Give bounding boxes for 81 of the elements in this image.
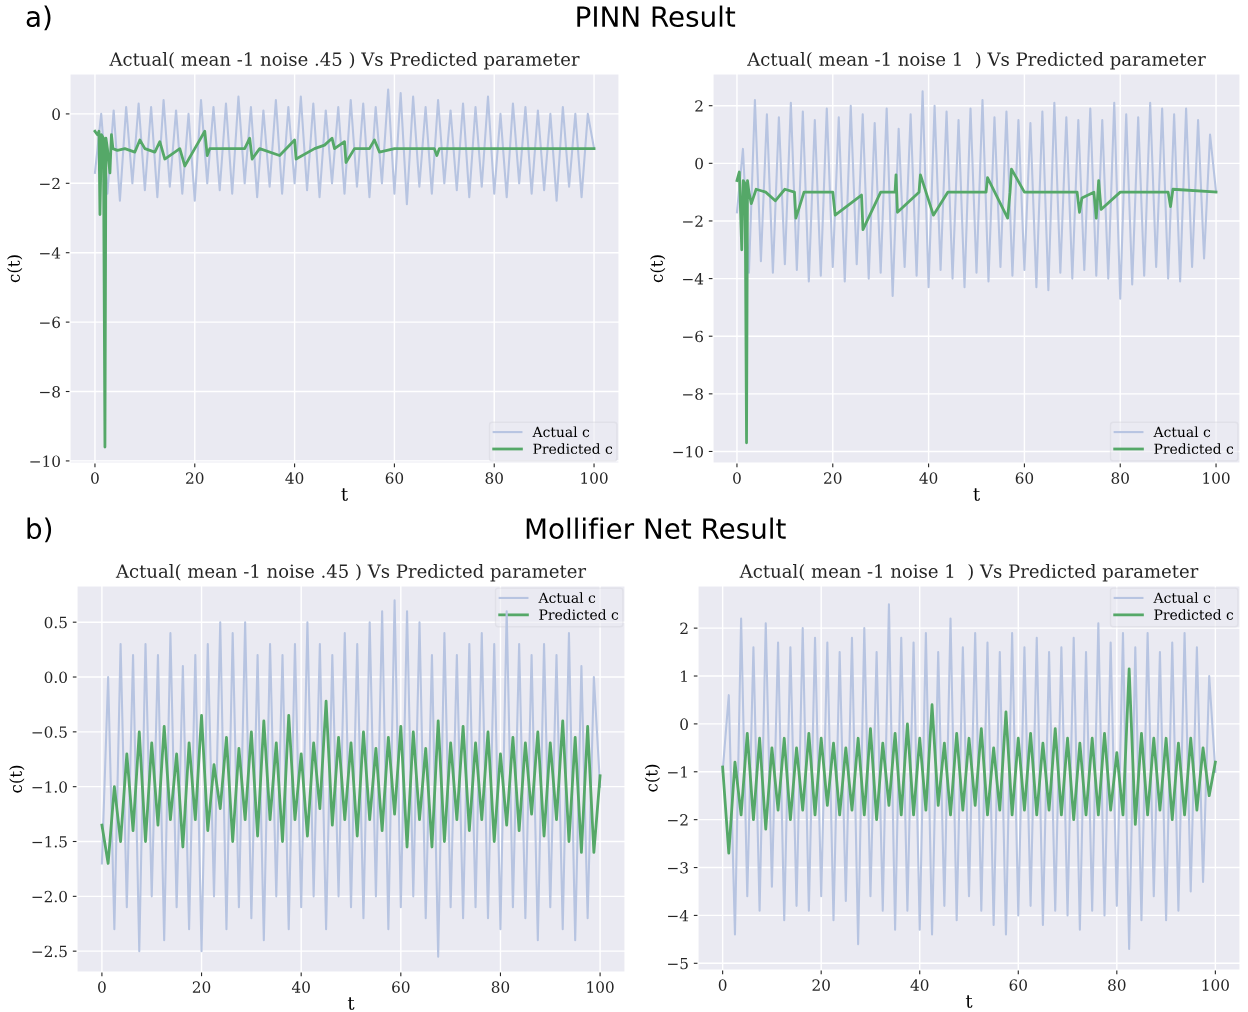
y-tick-label: 0.0 bbox=[44, 671, 67, 684]
x-tick-label: 100 bbox=[1202, 979, 1229, 991]
x-tick-label: 100 bbox=[587, 981, 614, 993]
y-tick-label: 0 bbox=[52, 108, 60, 120]
y-axis-title: c(t) bbox=[644, 764, 661, 792]
x-tick-label: 0 bbox=[718, 979, 727, 991]
line-series bbox=[100, 699, 602, 865]
line-series bbox=[735, 90, 1218, 300]
text: PINN Result bbox=[577, 5, 736, 28]
text: Mollifier Net Result bbox=[526, 517, 786, 540]
y-tick-label: −2.5 bbox=[32, 945, 67, 958]
y-tick-label: 0.5 bbox=[44, 616, 67, 629]
x-tick-label: 0 bbox=[98, 981, 106, 993]
y-tick-label: −1.5 bbox=[32, 835, 67, 848]
x-tick-label: 40 bbox=[291, 981, 310, 993]
chart-title: Actual( mean -1 noise 1 ) Vs Predicted parameter bbox=[739, 563, 1199, 582]
x-tick-label: 100 bbox=[1203, 472, 1230, 484]
x-tick-label: 60 bbox=[1015, 472, 1034, 484]
legend-label: Predicted c bbox=[1154, 443, 1234, 455]
legend-label: Actual c bbox=[1153, 426, 1211, 438]
x-axis-title: t bbox=[973, 488, 980, 501]
legend-label: Actual c bbox=[538, 592, 596, 603]
x-tick-label: 40 bbox=[285, 472, 304, 484]
x-tick-label: 80 bbox=[491, 981, 510, 993]
x-axis-title: t bbox=[341, 488, 348, 501]
y-tick-label: 2 bbox=[680, 622, 688, 634]
y-tick-label: −10 bbox=[30, 455, 60, 467]
x-tick-label: 60 bbox=[392, 981, 410, 993]
x-tick-label: 60 bbox=[385, 472, 404, 484]
y-tick-label: −1.0 bbox=[32, 781, 67, 793]
x-tick-label: 20 bbox=[186, 472, 204, 484]
legend-label: Actual c bbox=[1153, 592, 1211, 603]
y-tick-label: −10 bbox=[673, 445, 703, 458]
line-series bbox=[93, 88, 596, 206]
y-tick-label: 2 bbox=[695, 100, 703, 112]
x-tick-label: 60 bbox=[1009, 979, 1027, 991]
text: b) bbox=[27, 517, 52, 543]
y-tick-label: −3 bbox=[668, 862, 688, 874]
line-series bbox=[721, 667, 1217, 855]
x-axis-title: t bbox=[347, 997, 355, 1010]
x-tick-label: 20 bbox=[812, 979, 830, 991]
legend-label: Predicted c bbox=[533, 443, 613, 455]
line-series bbox=[735, 167, 1218, 445]
x-tick-label: 40 bbox=[919, 472, 938, 484]
y-tick-label: −2 bbox=[668, 814, 688, 826]
y-tick-label: −8 bbox=[683, 388, 703, 400]
y-tick-label: −2 bbox=[683, 215, 703, 227]
x-tick-label: 80 bbox=[1108, 979, 1126, 991]
x-tick-label: 80 bbox=[1111, 472, 1129, 484]
legend-label: Predicted c bbox=[1154, 609, 1234, 620]
text: a) bbox=[26, 5, 51, 31]
x-tick-label: 100 bbox=[581, 472, 608, 484]
y-tick-label: −5 bbox=[668, 957, 688, 970]
y-tick-label: −4 bbox=[40, 247, 61, 259]
chart-title: Actual( mean -1 noise .45 ) Vs Predicted parameter bbox=[109, 51, 580, 70]
y-tick-label: −2 bbox=[40, 177, 60, 190]
chart-title: Actual( mean -1 noise 1 ) Vs Predicted parameter bbox=[747, 51, 1206, 70]
y-tick-label: −2.0 bbox=[32, 890, 67, 903]
y-axis-title: c(t) bbox=[7, 255, 23, 283]
y-tick-label: 1 bbox=[681, 670, 687, 682]
y-tick-label: −6 bbox=[683, 330, 704, 343]
y-tick-label: 0 bbox=[680, 718, 688, 730]
y-tick-label: −4 bbox=[683, 273, 704, 285]
x-tick-label: 40 bbox=[910, 979, 929, 991]
y-tick-label: 0 bbox=[695, 157, 703, 170]
x-tick-label: 20 bbox=[824, 472, 842, 484]
y-tick-label: −4 bbox=[668, 909, 689, 922]
y-axis-title: c(t) bbox=[650, 255, 666, 283]
x-tick-label: 80 bbox=[485, 472, 503, 484]
legend-label: Actual c bbox=[532, 426, 590, 438]
y-tick-label: −0.5 bbox=[32, 726, 67, 738]
x-axis-title: t bbox=[965, 995, 973, 1008]
y-tick-label: −1 bbox=[668, 766, 687, 778]
legend-label: Predicted c bbox=[539, 609, 619, 620]
y-tick-label: −6 bbox=[40, 316, 61, 329]
y-axis-title: c(t) bbox=[9, 765, 25, 793]
x-tick-label: 0 bbox=[733, 472, 741, 484]
chart-title: Actual( mean -1 noise .45 ) Vs Predicted parameter bbox=[115, 563, 587, 582]
x-tick-label: 0 bbox=[91, 472, 99, 484]
x-tick-label: 20 bbox=[192, 981, 211, 993]
y-tick-label: −8 bbox=[40, 385, 60, 398]
